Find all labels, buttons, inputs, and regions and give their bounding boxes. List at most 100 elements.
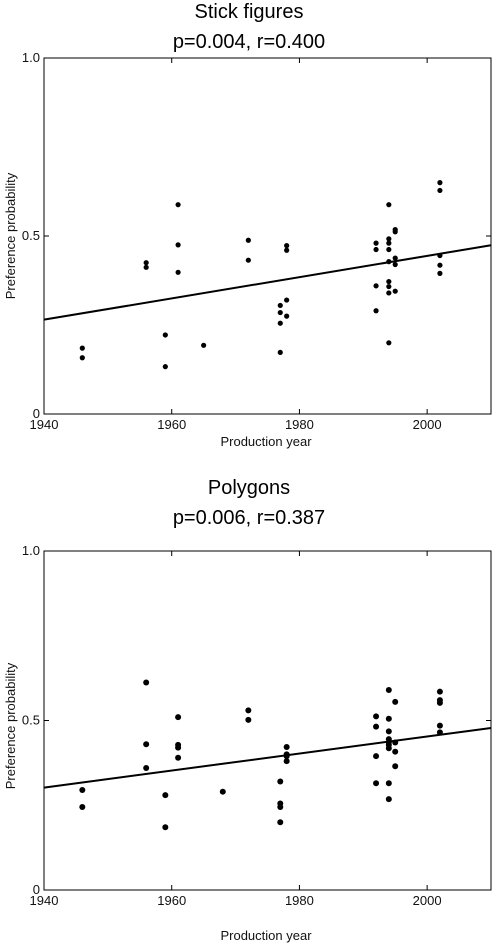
data-point	[277, 349, 283, 356]
x-tick-label: 2000	[413, 417, 442, 432]
data-point	[437, 252, 443, 259]
x-tick-label: 1940	[30, 417, 59, 432]
data-point	[175, 754, 182, 761]
data-point	[277, 302, 283, 309]
data-point	[277, 778, 284, 785]
y-axis-label: Preference probability	[3, 172, 18, 299]
data-point	[437, 270, 443, 276]
data-point	[284, 313, 290, 319]
data-point	[437, 187, 443, 194]
y-tick-label: 1.0	[22, 543, 40, 558]
data-point	[143, 264, 149, 270]
x-tick-label: 1960	[157, 417, 186, 432]
data-point	[392, 229, 398, 235]
data-point	[201, 342, 207, 348]
data-point	[284, 297, 290, 303]
data-point	[162, 332, 168, 338]
data-point	[175, 202, 181, 208]
data-point	[79, 786, 86, 793]
data-point	[385, 728, 392, 735]
data-point	[219, 788, 226, 795]
chart-subtitle: p=0.004, r=0.400	[172, 31, 326, 53]
data-point	[79, 803, 86, 810]
data-point	[386, 202, 392, 208]
data-point	[373, 240, 379, 246]
regression-line	[43, 244, 492, 321]
data-point	[175, 269, 181, 275]
data-point	[392, 739, 399, 746]
data-point	[373, 753, 380, 760]
data-point	[79, 345, 85, 351]
x-tick-label: 1980	[285, 417, 314, 432]
data-point	[175, 242, 181, 248]
data-point	[284, 247, 290, 253]
data-point	[436, 729, 443, 736]
data-point	[245, 257, 251, 263]
data-point	[385, 745, 392, 752]
data-point	[143, 260, 149, 266]
data-point	[245, 237, 251, 243]
data-point	[79, 355, 85, 361]
data-point	[386, 240, 392, 246]
data-point	[143, 679, 150, 686]
regression-line	[43, 726, 492, 789]
data-point	[175, 714, 182, 721]
x-tick-label: 1960	[157, 893, 186, 908]
data-point	[392, 748, 399, 755]
data-point	[143, 741, 150, 748]
data-point	[386, 290, 392, 296]
data-point	[373, 246, 379, 253]
data-point	[386, 259, 392, 265]
data-point	[277, 819, 284, 826]
plot-frame	[43, 550, 492, 891]
data-point	[284, 243, 290, 249]
data-point	[436, 722, 443, 729]
x-tick-label: 1940	[30, 893, 59, 908]
data-point	[385, 715, 392, 722]
data-point	[277, 320, 283, 326]
x-tick-label: 1980	[285, 893, 314, 908]
data-point	[283, 758, 290, 765]
y-tick-label: 0	[33, 882, 40, 897]
data-point	[385, 796, 392, 803]
y-tick-label: 0	[33, 406, 40, 421]
data-point	[437, 262, 443, 268]
data-point	[277, 309, 283, 316]
data-point	[277, 803, 284, 810]
data-point	[245, 707, 252, 714]
plot-frame	[43, 57, 492, 415]
data-point	[143, 764, 150, 771]
data-point	[386, 246, 392, 253]
data-point	[283, 753, 290, 760]
data-point	[162, 364, 168, 370]
data-point	[392, 255, 398, 261]
chart-title: Polygons	[207, 477, 291, 499]
x-axis-label: Production year	[220, 928, 312, 943]
data-point	[373, 283, 379, 289]
plot-marks: 1940 1960 1980 2000 0 0.5 1.0	[22, 543, 492, 908]
y-axis-label: Preference probability	[3, 662, 18, 789]
x-axis-label: Production year	[220, 434, 312, 449]
data-point	[386, 236, 392, 242]
data-point	[436, 699, 443, 706]
data-point	[392, 763, 399, 770]
data-point	[373, 780, 380, 787]
data-point	[373, 723, 380, 730]
data-point	[283, 743, 290, 750]
data-point	[386, 278, 392, 285]
chart-panel-polygons: Polygons p=0.006, r=0.387 1940 1960 1980 20…	[0, 476, 498, 946]
chart-title: Stick figures	[194, 1, 304, 23]
data-point	[392, 288, 398, 294]
data-point	[245, 716, 252, 723]
data-point	[162, 792, 169, 799]
data-point	[386, 283, 392, 290]
data-point	[392, 698, 399, 705]
data-point	[385, 780, 392, 787]
data-point	[385, 686, 392, 693]
data-point	[373, 713, 380, 720]
y-tick-label: 1.0	[22, 50, 40, 65]
data-point	[175, 744, 182, 751]
chart-subtitle: p=0.006, r=0.387	[172, 507, 326, 529]
plot-marks: 1940 1960 1980 2000 0 0.5 1.0	[22, 50, 492, 432]
